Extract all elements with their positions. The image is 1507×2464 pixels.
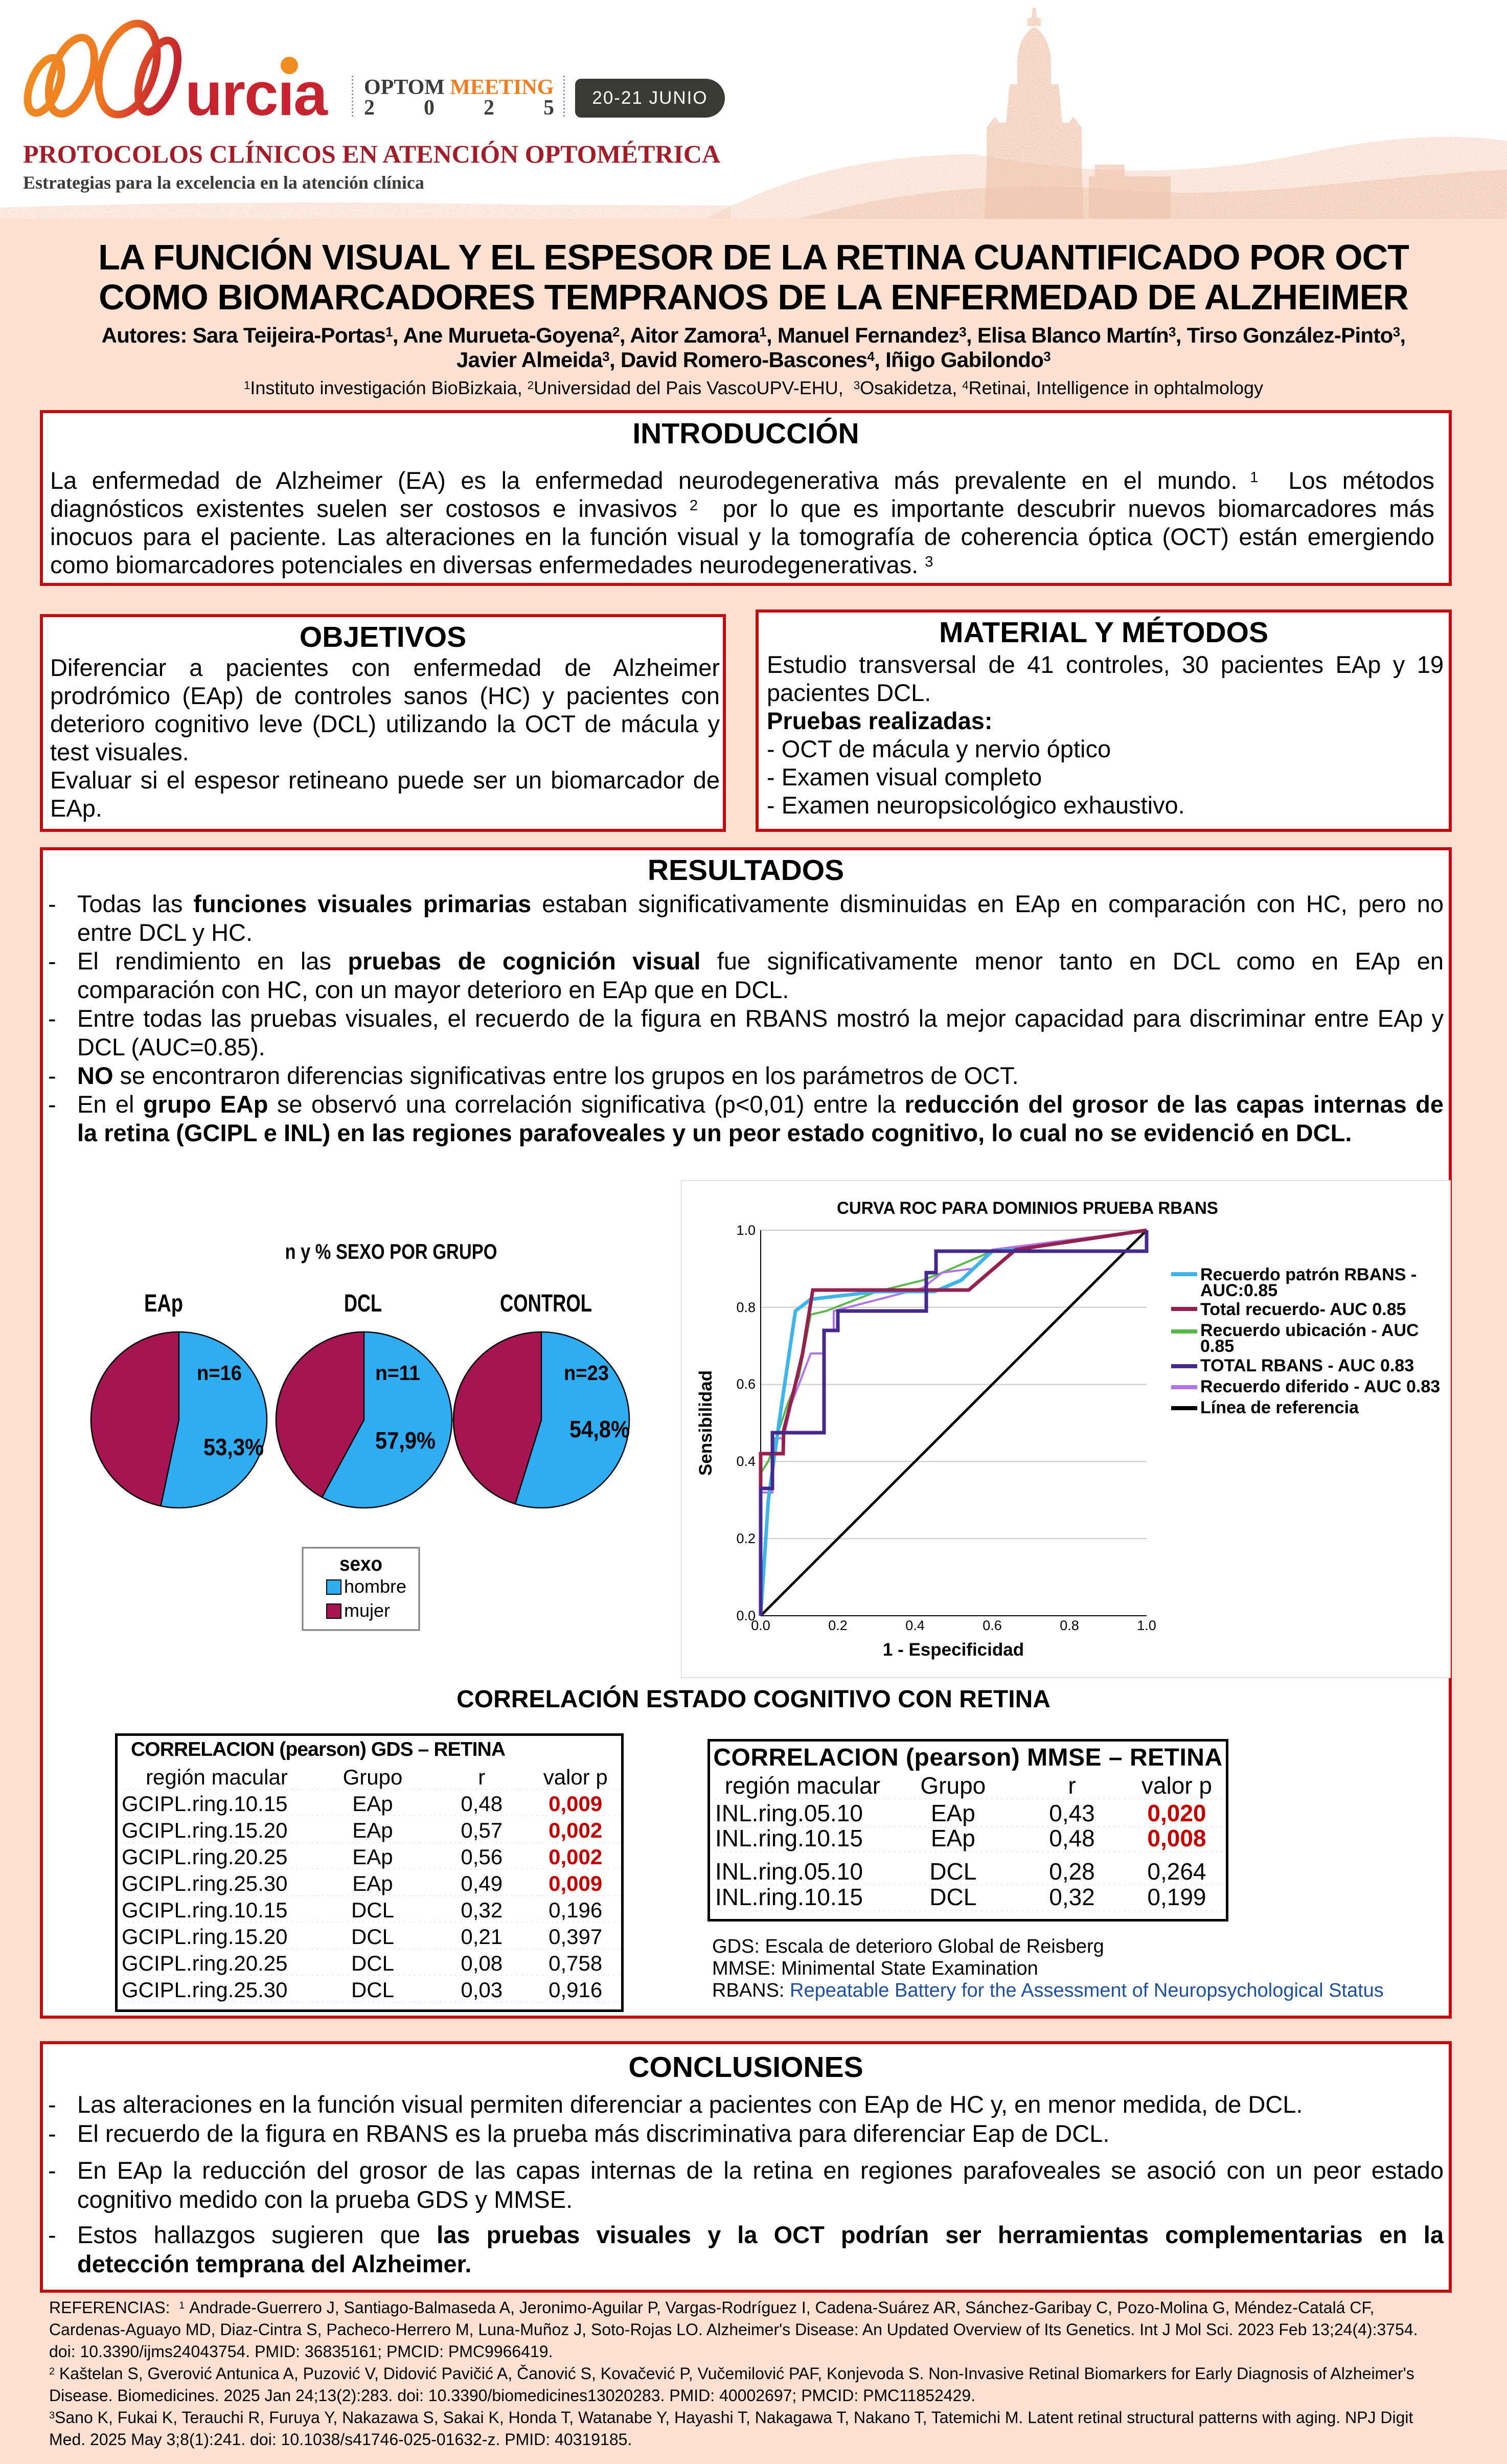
svg-text:Recuerdo diferido - AUC 0.83: Recuerdo diferido - AUC 0.83	[1200, 1377, 1440, 1396]
svg-text:urcıa: urcıa	[185, 60, 328, 128]
svg-text:0.2: 0.2	[736, 1531, 756, 1546]
svg-text:EAp: EAp	[144, 1290, 183, 1317]
svg-text:57,9%: 57,9%	[375, 1427, 436, 1454]
svg-text:0.8: 0.8	[1060, 1618, 1079, 1633]
svg-text:0.85: 0.85	[1200, 1337, 1234, 1356]
svg-text:hombre: hombre	[344, 1576, 406, 1597]
svg-text:53,3%: 53,3%	[203, 1434, 264, 1460]
svg-text:n=23: n=23	[564, 1361, 609, 1385]
svg-text:Recuerdo ubicación - AUC: Recuerdo ubicación - AUC	[1200, 1321, 1419, 1340]
svg-text:sexo: sexo	[339, 1553, 382, 1575]
svg-text:CURVA ROC PARA DOMINIOS PRUEBA: CURVA ROC PARA DOMINIOS PRUEBA RBANS	[837, 1199, 1218, 1218]
svg-text:n=11: n=11	[375, 1361, 420, 1385]
svg-text:CONTROL: CONTROL	[500, 1290, 592, 1317]
svg-text:Sensibilidad: Sensibilidad	[696, 1370, 716, 1476]
svg-text:1.0: 1.0	[1137, 1618, 1156, 1633]
svg-text:Línea de referencia: Línea de referencia	[1200, 1398, 1359, 1417]
svg-text:0.6: 0.6	[736, 1376, 756, 1392]
svg-text:TOTAL RBANS - AUC 0.83: TOTAL RBANS - AUC 0.83	[1200, 1356, 1414, 1375]
svg-text:0.0: 0.0	[751, 1618, 770, 1633]
svg-text:0.4: 0.4	[905, 1618, 925, 1633]
svg-text:n=16: n=16	[197, 1361, 242, 1385]
svg-text:0.8: 0.8	[736, 1300, 756, 1315]
svg-text:DCL: DCL	[344, 1290, 382, 1317]
svg-text:Recuerdo patrón RBANS -: Recuerdo patrón RBANS -	[1200, 1265, 1417, 1284]
svg-text:mujer: mujer	[344, 1600, 390, 1621]
svg-text:Total recuerdo- AUC 0.85: Total recuerdo- AUC 0.85	[1200, 1300, 1406, 1319]
svg-text:1.0: 1.0	[736, 1223, 756, 1238]
svg-text:1 - Especificidad: 1 - Especificidad	[883, 1640, 1024, 1660]
svg-text:0.6: 0.6	[983, 1618, 1002, 1633]
svg-text:AUC:0.85: AUC:0.85	[1200, 1281, 1277, 1300]
svg-text:0.0: 0.0	[736, 1608, 756, 1623]
svg-text:n y % SEXO POR GRUPO: n y % SEXO POR GRUPO	[285, 1239, 497, 1263]
svg-text:54,8%: 54,8%	[569, 1416, 630, 1442]
svg-text:0.4: 0.4	[736, 1454, 756, 1469]
svg-text:0.2: 0.2	[828, 1618, 848, 1633]
